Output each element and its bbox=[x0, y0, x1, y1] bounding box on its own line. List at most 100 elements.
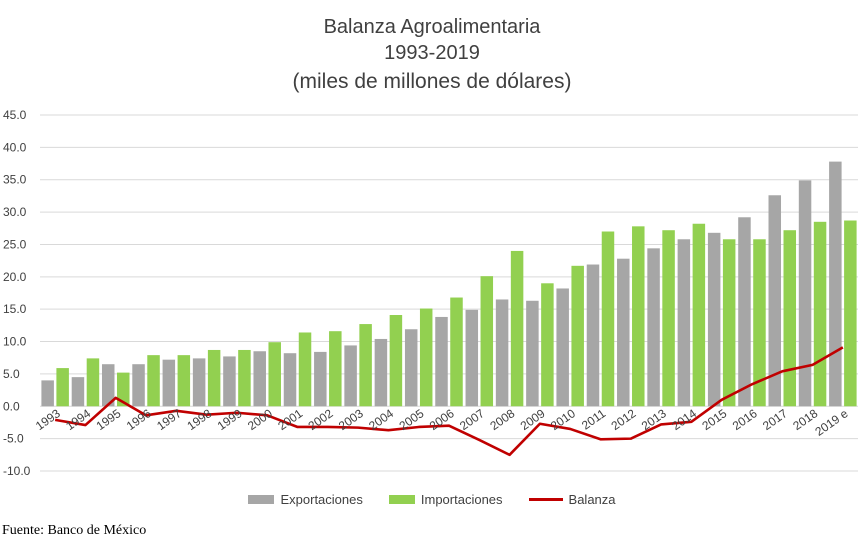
x-tick-label: 2006 bbox=[427, 406, 457, 433]
bar-importaciones bbox=[359, 324, 372, 407]
bar-exportaciones bbox=[253, 351, 266, 407]
bar-importaciones bbox=[329, 331, 342, 407]
bar-importaciones bbox=[268, 342, 281, 407]
bar-exportaciones bbox=[71, 377, 85, 407]
x-tick-label: 1994 bbox=[63, 406, 93, 433]
bar-importaciones bbox=[207, 349, 221, 407]
bar-importaciones bbox=[238, 349, 251, 407]
bar-exportaciones bbox=[162, 359, 176, 407]
bar-importaciones bbox=[116, 372, 130, 407]
bar-exportaciones bbox=[768, 195, 782, 407]
bar-importaciones bbox=[844, 220, 857, 407]
bar-importaciones bbox=[541, 283, 554, 407]
bar-exportaciones bbox=[41, 380, 54, 407]
y-tick-label: 40.0 bbox=[3, 140, 27, 154]
x-tick-label: 2012 bbox=[609, 406, 639, 433]
x-tick-label: 2011 bbox=[579, 406, 608, 432]
bar-importaciones bbox=[783, 230, 797, 407]
bar-exportaciones bbox=[495, 299, 509, 407]
bar-importaciones bbox=[450, 297, 463, 407]
legend-item-exportaciones: Exportaciones bbox=[248, 492, 363, 507]
bar-exportaciones bbox=[647, 248, 660, 407]
y-tick-label: 20.0 bbox=[3, 270, 27, 284]
x-tick-label: 1996 bbox=[124, 406, 154, 433]
x-tick-label: 1995 bbox=[94, 406, 124, 433]
y-tick-label: 15.0 bbox=[3, 302, 27, 316]
bar-exportaciones bbox=[314, 351, 327, 407]
x-tick-label: 2019 e bbox=[812, 406, 850, 439]
legend-item-balanza: Balanza bbox=[528, 492, 616, 507]
x-tick-label: 1993 bbox=[33, 406, 63, 433]
x-tick-label: 1998 bbox=[184, 406, 214, 433]
bar-exportaciones bbox=[223, 356, 236, 407]
y-tick-label: 35.0 bbox=[3, 173, 27, 187]
x-tick-label: 1999 bbox=[215, 406, 245, 433]
bar-exportaciones bbox=[192, 358, 206, 407]
bar-importaciones bbox=[571, 265, 584, 407]
x-tick-label: 2008 bbox=[487, 406, 517, 433]
bar-importaciones bbox=[56, 368, 69, 407]
bar-importaciones bbox=[177, 355, 191, 407]
line-balanza bbox=[54, 346, 844, 457]
x-tick-label: 2002 bbox=[306, 406, 336, 433]
y-tick-label: 25.0 bbox=[3, 237, 27, 251]
bar-importaciones bbox=[147, 355, 160, 407]
bar-importaciones bbox=[419, 308, 433, 407]
legend-swatch-exportaciones bbox=[248, 495, 275, 504]
y-tick-label: 5.0 bbox=[3, 367, 20, 381]
legend-item-importaciones: Importaciones bbox=[388, 492, 503, 507]
bar-exportaciones bbox=[374, 338, 388, 407]
bar-exportaciones bbox=[101, 364, 115, 407]
x-tick-label: 2000 bbox=[245, 406, 275, 433]
x-tick-label: 2009 bbox=[518, 406, 548, 433]
bar-exportaciones bbox=[798, 180, 812, 407]
bar-exportaciones bbox=[738, 217, 751, 407]
bar-importaciones bbox=[722, 239, 736, 407]
chart-title: Balanza Agroalimentaria bbox=[323, 16, 541, 38]
bar-importaciones bbox=[510, 250, 524, 407]
source-note: Fuente: Banco de México bbox=[2, 523, 147, 538]
chart-subtitle-units: (miles de millones de dólares) bbox=[292, 70, 572, 93]
y-tick-label: 10.0 bbox=[3, 335, 27, 349]
legend-swatch-balanza bbox=[528, 498, 563, 501]
y-tick-label: -10.0 bbox=[3, 464, 31, 478]
y-tick-label: 0.0 bbox=[3, 399, 20, 413]
legend-swatch-importaciones bbox=[388, 495, 415, 504]
bar-importaciones bbox=[86, 358, 100, 407]
bar-importaciones bbox=[601, 231, 615, 407]
bar-exportaciones bbox=[435, 316, 448, 407]
x-tick-label: 2016 bbox=[730, 406, 760, 433]
chart-subtitle-years: 1993-2019 bbox=[384, 42, 480, 64]
chart-legend: Exportaciones Importaciones Balanza bbox=[0, 492, 864, 507]
legend-label-exportaciones: Exportaciones bbox=[280, 492, 363, 507]
bar-exportaciones bbox=[465, 309, 479, 407]
bar-exportaciones bbox=[132, 364, 145, 407]
bar-importaciones bbox=[632, 226, 645, 407]
bar-exportaciones bbox=[344, 345, 357, 407]
bar-exportaciones bbox=[526, 300, 539, 407]
bar-exportaciones bbox=[707, 232, 721, 407]
y-tick-label: 30.0 bbox=[3, 205, 27, 219]
y-tick-label: -5.0 bbox=[3, 432, 24, 446]
bar-exportaciones bbox=[677, 239, 691, 407]
y-tick-label: 45.0 bbox=[3, 108, 27, 122]
x-tick-label: 2014 bbox=[669, 406, 699, 433]
legend-label-importaciones: Importaciones bbox=[420, 492, 503, 507]
bar-importaciones bbox=[662, 230, 675, 407]
bar-importaciones bbox=[753, 239, 766, 407]
x-tick-label: 2017 bbox=[760, 406, 790, 433]
bar-exportaciones bbox=[556, 288, 569, 407]
bar-importaciones bbox=[389, 315, 403, 407]
x-tick-label: 2007 bbox=[457, 406, 487, 433]
bar-importaciones bbox=[480, 276, 494, 407]
x-tick-label: 2001 bbox=[275, 406, 305, 433]
bar-importaciones bbox=[692, 223, 706, 407]
bar-importaciones bbox=[813, 221, 827, 407]
bar-exportaciones bbox=[586, 264, 600, 407]
x-tick-label: 2015 bbox=[699, 406, 729, 433]
bar-exportaciones bbox=[283, 353, 297, 407]
legend-label-balanza: Balanza bbox=[568, 492, 616, 507]
bar-exportaciones bbox=[404, 329, 418, 407]
bar-exportaciones bbox=[829, 161, 842, 407]
